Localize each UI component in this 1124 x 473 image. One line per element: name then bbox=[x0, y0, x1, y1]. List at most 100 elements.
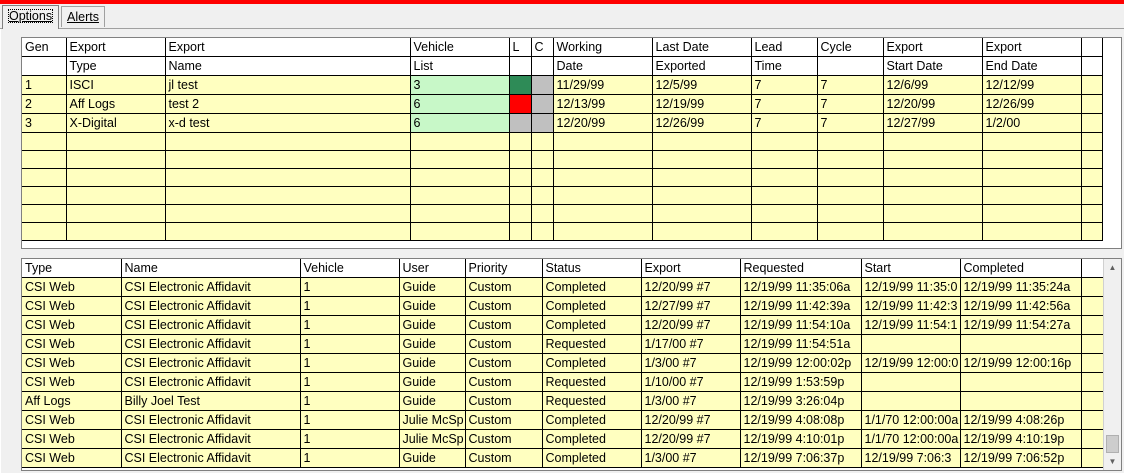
req-cell[interactable]: 1 bbox=[300, 372, 400, 392]
gen-column-header[interactable]: Time bbox=[751, 56, 818, 76]
gen-cell-cycle[interactable] bbox=[817, 132, 884, 151]
req-column-header[interactable]: Start bbox=[861, 259, 961, 278]
req-cell[interactable]: 12/20/99 #7 bbox=[641, 315, 741, 335]
gen-cell-lead[interactable] bbox=[751, 132, 818, 151]
gen-cell-type[interactable]: Aff Logs bbox=[66, 94, 166, 114]
gen-cell-list[interactable]: 6 bbox=[410, 94, 510, 114]
gen-row[interactable] bbox=[22, 204, 1121, 223]
gen-cell-end[interactable] bbox=[982, 150, 1082, 169]
gen-cell-cycle[interactable] bbox=[817, 150, 884, 169]
gen-column-header[interactable]: End Date bbox=[982, 56, 1082, 76]
req-cell[interactable]: Julie McSp bbox=[399, 429, 466, 449]
req-column-header[interactable]: Type bbox=[22, 259, 122, 278]
req-cell[interactable]: 12/19/99 7:06:3 bbox=[861, 448, 961, 468]
gen-cell-cycle[interactable] bbox=[817, 186, 884, 205]
gen-cell-name[interactable]: x-d test bbox=[165, 113, 411, 133]
req-cell[interactable]: Requested bbox=[542, 372, 642, 392]
gen-cell-C[interactable] bbox=[531, 222, 554, 241]
gen-cell-L[interactable] bbox=[509, 168, 532, 187]
gen-cell-end[interactable] bbox=[982, 204, 1082, 223]
gen-cell-type[interactable]: X-Digital bbox=[66, 113, 166, 133]
gen-cell-start[interactable] bbox=[883, 222, 983, 241]
req-cell[interactable]: 12/19/99 7:06:37p bbox=[740, 448, 862, 468]
gen-cell-gen[interactable] bbox=[22, 168, 67, 187]
gen-cell-name[interactable] bbox=[165, 132, 411, 151]
req-row[interactable]: CSI Web CSI Electronic Affidavit 1 Guide Cus… bbox=[22, 296, 1104, 316]
req-cell[interactable]: Custom bbox=[465, 448, 543, 468]
req-cell[interactable]: CSI Web bbox=[22, 448, 122, 468]
gen-cell-type[interactable] bbox=[66, 204, 166, 223]
req-cell[interactable]: Completed bbox=[542, 448, 642, 468]
gen-column-header[interactable]: Last Date bbox=[652, 38, 752, 57]
gen-cell-list[interactable] bbox=[410, 168, 510, 187]
req-cell[interactable]: 12/19/99 12:00:0 bbox=[861, 353, 961, 373]
req-cell[interactable]: CSI Web bbox=[22, 334, 122, 354]
req-cell[interactable]: 1/3/00 #7 bbox=[641, 391, 741, 411]
req-column-header[interactable]: Completed bbox=[960, 259, 1082, 278]
gen-cell-lead[interactable] bbox=[751, 222, 818, 241]
gen-cell-gen[interactable] bbox=[22, 150, 67, 169]
req-cell[interactable]: 12/19/99 12:00:02p bbox=[740, 353, 862, 373]
req-cell[interactable]: Guide bbox=[399, 296, 466, 316]
req-cell[interactable]: 12/19/99 11:54:51a bbox=[740, 334, 862, 354]
gen-cell-working[interactable] bbox=[553, 168, 653, 187]
req-cell[interactable]: Billy Joel Test bbox=[121, 391, 301, 411]
scroll-down-icon[interactable]: ▼ bbox=[1108, 457, 1117, 466]
gen-column-header[interactable] bbox=[509, 56, 532, 76]
gen-cell-lead[interactable]: 7 bbox=[751, 75, 818, 95]
req-cell[interactable]: CSI Electronic Affidavit bbox=[121, 448, 301, 468]
req-cell[interactable]: Completed bbox=[542, 296, 642, 316]
gen-cell-start[interactable] bbox=[883, 186, 983, 205]
gen-cell-gen[interactable] bbox=[22, 204, 67, 223]
gen-l-flag[interactable] bbox=[509, 113, 532, 133]
req-column-header[interactable]: Vehicle bbox=[300, 259, 400, 278]
req-cell[interactable]: 1 bbox=[300, 391, 400, 411]
gen-cell-end[interactable]: 12/26/99 bbox=[982, 94, 1082, 114]
gen-column-header[interactable]: Export bbox=[883, 38, 983, 57]
req-cell[interactable]: 12/19/99 11:35:24a bbox=[960, 277, 1082, 297]
req-cell[interactable]: Guide bbox=[399, 391, 466, 411]
gen-row[interactable] bbox=[22, 186, 1121, 205]
gen-cell-start[interactable] bbox=[883, 168, 983, 187]
req-cell[interactable]: 12/19/99 11:54:27a bbox=[960, 315, 1082, 335]
gen-cell-gen[interactable]: 2 bbox=[22, 94, 67, 114]
gen-cell-name[interactable] bbox=[165, 186, 411, 205]
req-cell[interactable]: CSI Electronic Affidavit bbox=[121, 277, 301, 297]
requests-grid[interactable]: Type Name Vehicle User Priority Status Export R… bbox=[21, 258, 1122, 471]
gen-cell-list[interactable] bbox=[410, 186, 510, 205]
gen-cell-cycle[interactable] bbox=[817, 168, 884, 187]
gen-cell-end[interactable] bbox=[982, 186, 1082, 205]
req-cell[interactable]: 1 bbox=[300, 353, 400, 373]
gen-column-header[interactable]: Export bbox=[982, 38, 1082, 57]
gen-column-header[interactable]: Gen bbox=[22, 38, 67, 57]
req-cell[interactable]: 12/19/99 3:26:04p bbox=[740, 391, 862, 411]
gen-column-header[interactable]: Type bbox=[66, 56, 166, 76]
req-cell[interactable]: Custom bbox=[465, 277, 543, 297]
gen-row[interactable] bbox=[22, 132, 1121, 151]
req-cell[interactable]: 1/1/70 12:00:00a bbox=[861, 429, 961, 449]
gen-cell-L[interactable] bbox=[509, 150, 532, 169]
req-cell[interactable] bbox=[960, 391, 1082, 411]
gen-cell-C[interactable] bbox=[531, 132, 554, 151]
req-cell[interactable]: 1/3/00 #7 bbox=[641, 353, 741, 373]
req-cell[interactable]: 12/19/99 12:00:16p bbox=[960, 353, 1082, 373]
req-cell[interactable]: 1/17/00 #7 bbox=[641, 334, 741, 354]
gen-column-header[interactable]: Cycle bbox=[817, 38, 884, 57]
req-cell[interactable]: Guide bbox=[399, 353, 466, 373]
gen-cell-gen[interactable]: 3 bbox=[22, 113, 67, 133]
req-cell[interactable]: 1 bbox=[300, 448, 400, 468]
req-cell[interactable]: Custom bbox=[465, 410, 543, 430]
req-cell[interactable]: Custom bbox=[465, 372, 543, 392]
req-cell[interactable]: Completed bbox=[542, 353, 642, 373]
gen-cell-working[interactable] bbox=[553, 150, 653, 169]
req-cell[interactable] bbox=[960, 372, 1082, 392]
gen-cell-list[interactable] bbox=[410, 204, 510, 223]
req-cell[interactable]: Custom bbox=[465, 353, 543, 373]
req-column-header[interactable]: Name bbox=[121, 259, 301, 278]
gen-cell-C[interactable] bbox=[531, 186, 554, 205]
gen-cell-end[interactable]: 1/2/00 bbox=[982, 113, 1082, 133]
req-cell[interactable]: Custom bbox=[465, 391, 543, 411]
gen-cell-gen[interactable]: 1 bbox=[22, 75, 67, 95]
gen-cell-cycle[interactable]: 7 bbox=[817, 94, 884, 114]
gen-cell-gen[interactable] bbox=[22, 222, 67, 241]
